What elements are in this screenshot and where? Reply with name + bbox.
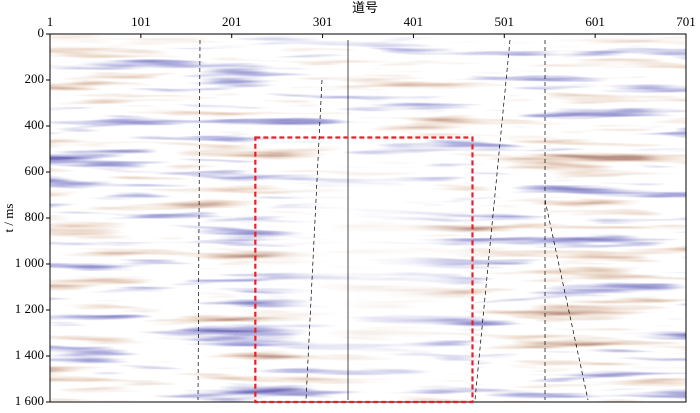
x-tick-label: 301 (313, 14, 333, 29)
x-tick-label: 501 (495, 14, 515, 29)
x-tick-label: 601 (585, 14, 605, 29)
y-tick-label: 400 (25, 117, 45, 132)
fault-lines (197, 39, 589, 401)
y-tick-label: 800 (25, 209, 45, 224)
x-tick-label: 401 (404, 14, 424, 29)
seismic-image (50, 34, 686, 402)
y-tick-label: 0 (38, 25, 45, 40)
weak-zone (275, 150, 455, 390)
y-tick-label: 1 400 (15, 347, 44, 362)
y-tick-label: 1 600 (15, 393, 44, 408)
x-axis-label: 道号 (352, 0, 378, 15)
highlight-box (254, 136, 474, 404)
x-tick-label: 201 (222, 14, 242, 29)
y-tick-label: 1 000 (15, 255, 44, 270)
top-fade (50, 34, 686, 48)
y-tick-label: 600 (25, 163, 45, 178)
y-axis-label: t / ms (1, 204, 16, 233)
x-tick-label: 101 (131, 14, 151, 29)
x-tick-label: 1 (47, 14, 54, 29)
y-tick-label: 1 200 (15, 301, 44, 316)
y-tick-label: 200 (25, 71, 45, 86)
x-tick-label: 701 (676, 14, 696, 29)
